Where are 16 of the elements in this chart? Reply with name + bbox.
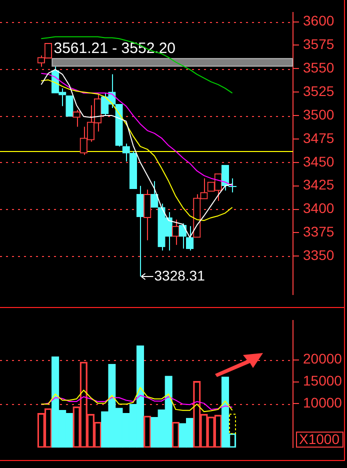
y-tick-label: 3575 [303, 36, 334, 52]
y-tick-label: 3600 [303, 12, 334, 29]
y-tick-label: 3500 [303, 106, 334, 122]
y-tick-label: 3400 [303, 200, 334, 216]
y-tick-label: 3525 [303, 82, 334, 99]
y-tick-label: 3350 [303, 247, 334, 264]
text: X1000 [299, 430, 340, 447]
y-tick-label: 15000 [303, 372, 342, 389]
y-tick-label: 3475 [303, 130, 334, 146]
y-tick-label: 3425 [303, 176, 334, 193]
y-tick-label: 3550 [303, 60, 334, 76]
y-tick-label: 3450 [303, 153, 334, 170]
y-tick-label: 10000 [303, 394, 342, 411]
y-tick-label: 3375 [303, 224, 334, 240]
y-tick-label: 20000 [303, 350, 342, 367]
annotation: 3328.31 [154, 267, 206, 284]
